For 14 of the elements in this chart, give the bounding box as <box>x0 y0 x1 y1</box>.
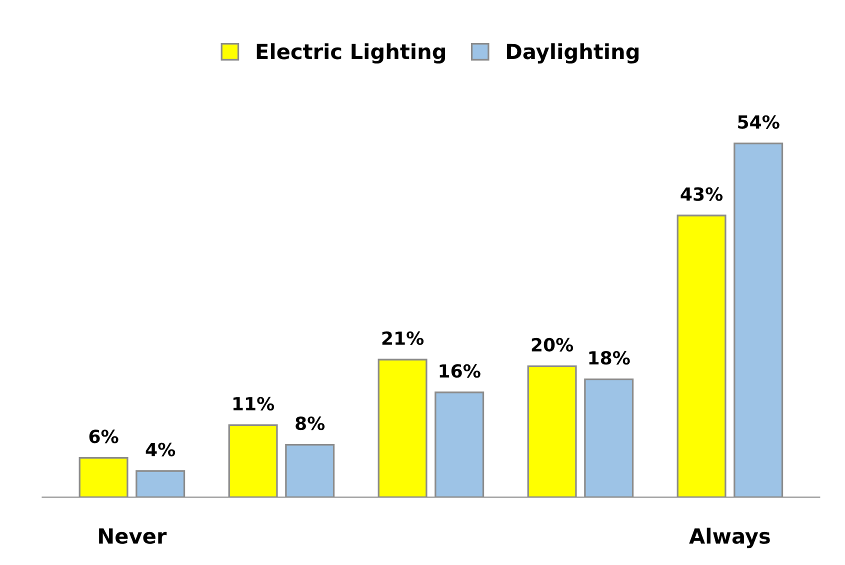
data-label: 6% <box>89 430 118 444</box>
x-tick-label: Always <box>689 528 770 548</box>
data-label: 20% <box>532 338 574 352</box>
data-label: 8% <box>296 416 325 430</box>
data-label: 18% <box>589 351 630 365</box>
legend-label: Daylighting <box>507 43 639 64</box>
x-tick-label: Never <box>99 528 167 544</box>
data-label: 16% <box>440 364 480 378</box>
data-label: 11% <box>233 396 274 411</box>
data-label: 54% <box>738 115 780 129</box>
data-label: 43% <box>680 187 723 201</box>
data-label: 4% <box>146 442 176 456</box>
data-label: 21% <box>382 331 424 346</box>
legend-label: Electric Lighting <box>256 43 446 64</box>
